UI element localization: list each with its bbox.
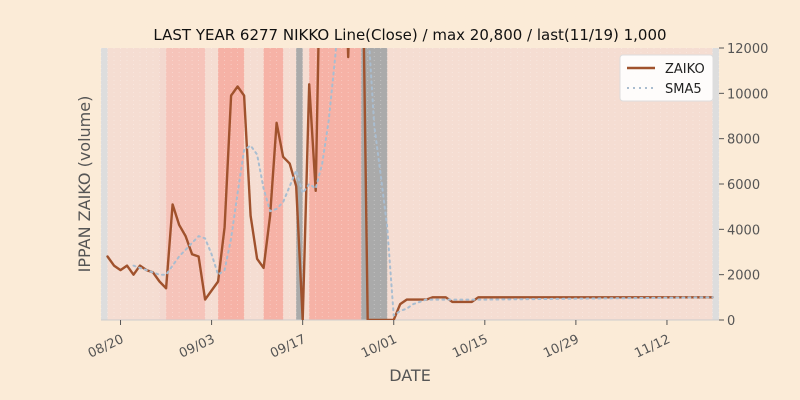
series-line-zaiko (106, 48, 714, 320)
shaded-period-band (101, 48, 108, 320)
legend-label: SMA5 (665, 82, 702, 97)
y-tick-label: 6000 (727, 178, 760, 193)
legend: ZAIKO SMA5 (619, 54, 714, 102)
shaded-period-band (218, 48, 245, 320)
shaded-period-band (166, 48, 206, 320)
y-tick-label: 12000 (727, 42, 768, 57)
y-tick-label: 0 (727, 314, 735, 329)
x-axis-label: DATE (389, 366, 431, 385)
y-tick-label: 10000 (727, 87, 768, 102)
y-tick-label: 2000 (727, 269, 760, 284)
y-axis-label: IPPAN ZAIKO (volume) (75, 96, 94, 273)
y-tick-label: 8000 (727, 133, 760, 148)
shaded-period-band (315, 48, 362, 320)
y-tick-label: 4000 (727, 223, 760, 238)
shaded-period-band (712, 48, 719, 320)
series-line-sma5 (132, 48, 714, 317)
shaded-period-band (159, 48, 167, 320)
legend-box (619, 54, 714, 102)
legend-label: ZAIKO (665, 62, 705, 77)
shaded-period-band (309, 48, 316, 320)
chart-title: LAST YEAR 6277 NIKKO Line(Close) / max 2… (153, 26, 666, 44)
